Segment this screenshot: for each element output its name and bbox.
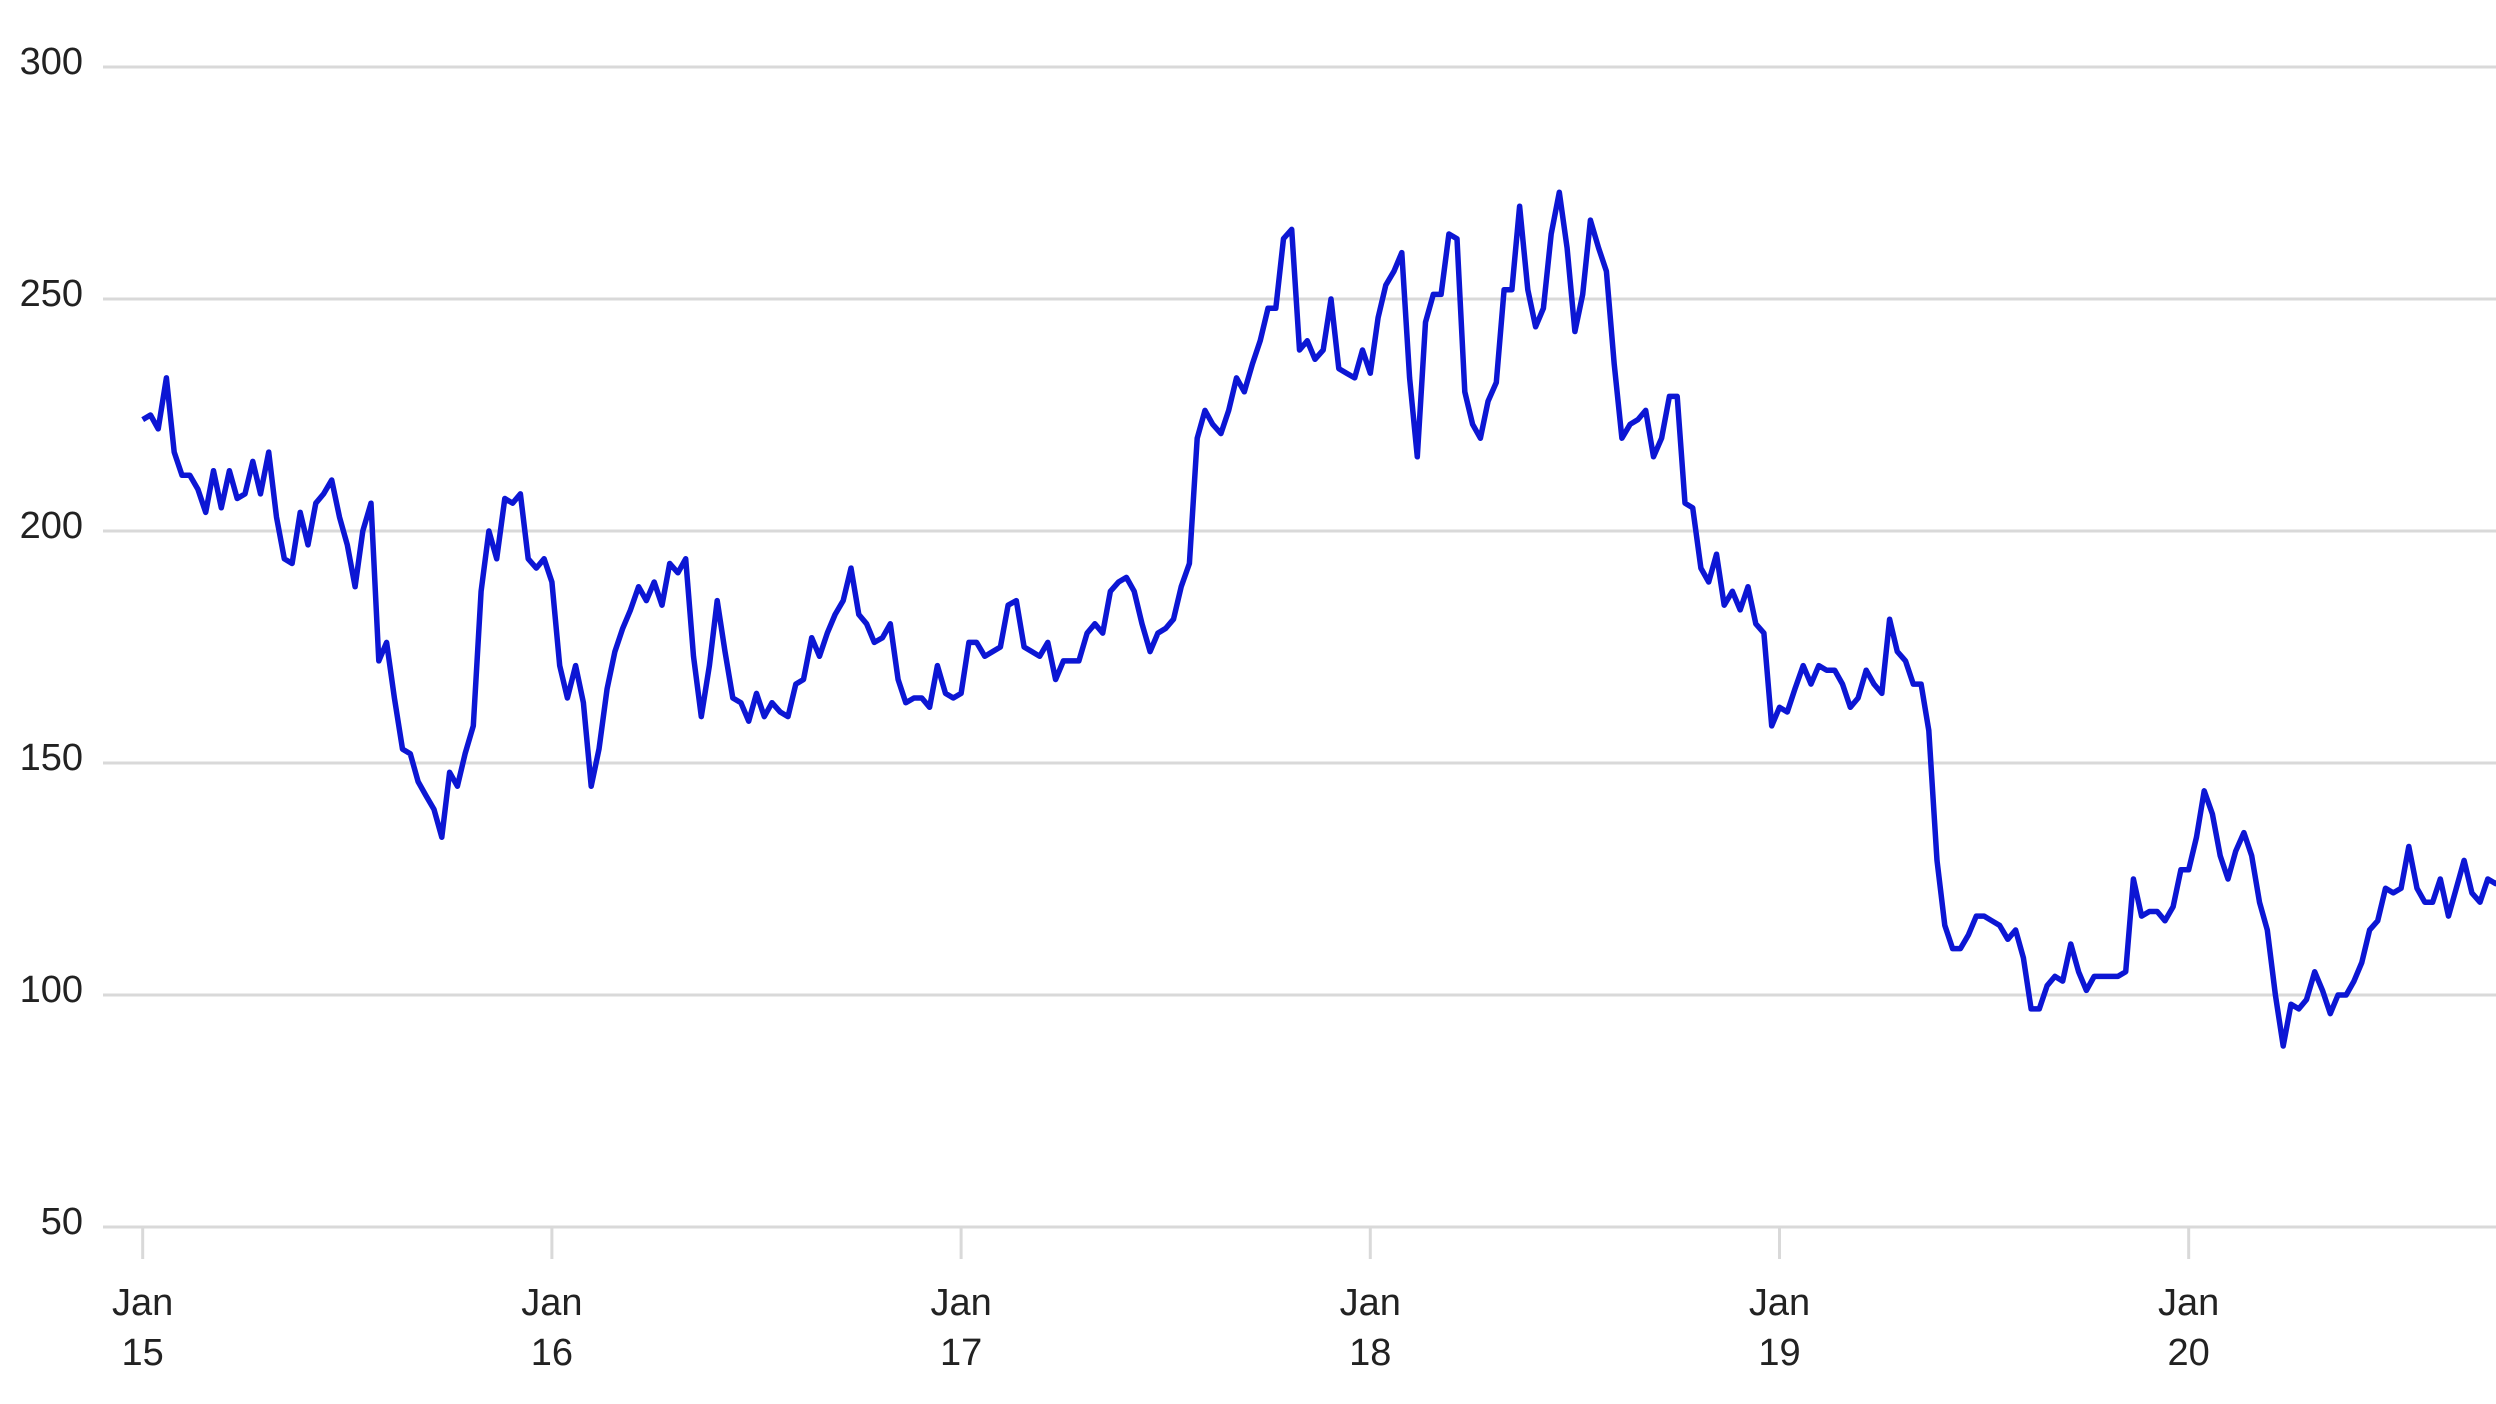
y-tick-label: 50 bbox=[41, 1201, 83, 1243]
y-tick-label: 300 bbox=[20, 41, 83, 83]
x-tick-label: Jan 19 bbox=[1748, 1282, 1811, 1374]
line-series bbox=[141, 189, 2496, 1049]
x-tick-label: Jan 20 bbox=[2158, 1282, 2220, 1374]
y-tick-label: 250 bbox=[20, 273, 83, 315]
x-tick-label: Jan 15 bbox=[112, 1282, 174, 1374]
y-tick-label: 150 bbox=[20, 737, 83, 779]
x-tick-label: Jan 17 bbox=[930, 1282, 992, 1374]
y-tick-label: 100 bbox=[20, 969, 83, 1011]
x-tick-label: Jan 16 bbox=[521, 1282, 583, 1374]
x-tick-label: Jan 18 bbox=[1339, 1282, 1401, 1374]
y-tick-label: 200 bbox=[20, 505, 83, 547]
